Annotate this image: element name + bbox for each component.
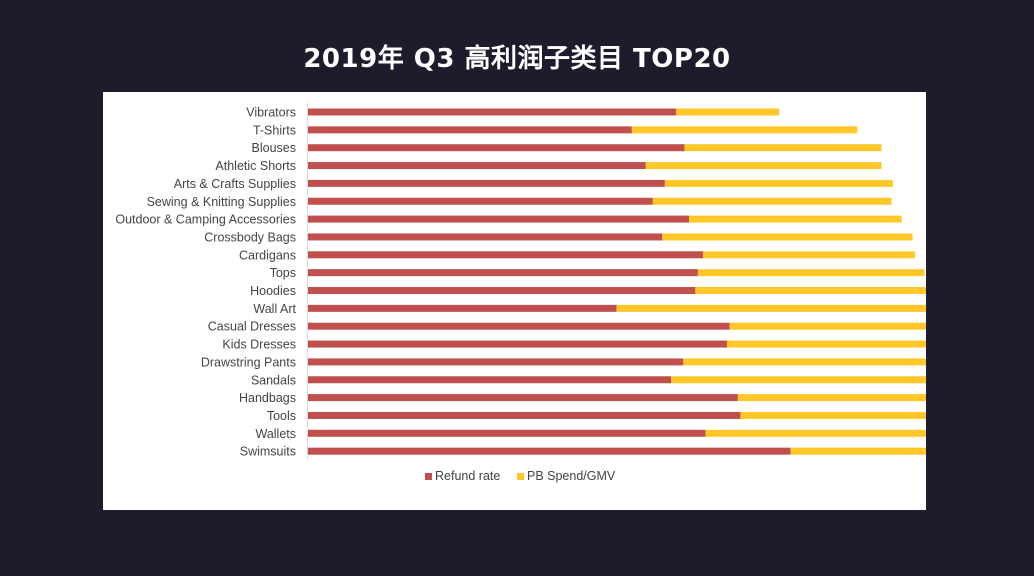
category-label: Wall Art [253,302,296,316]
category-label: Cardigans [239,248,296,262]
bar-segment-refund-rate [308,233,663,241]
bar-segment-refund-rate [308,304,617,312]
category-label: Tops [270,266,296,280]
category-label: Handbags [239,391,296,405]
bar-segment-pb-spend-gmv [664,179,893,187]
legend-swatch-pb-spend-gmv [517,473,524,480]
bar-segment-refund-rate [308,358,684,366]
bar-segment-refund-rate [308,251,703,259]
bar-segment-refund-rate [308,162,646,170]
bar-segment-pb-spend-gmv [684,144,882,152]
bar-segment-pb-spend-gmv [740,411,926,419]
category-label: Hoodies [250,284,296,298]
bar-segment-refund-rate [308,108,677,116]
category-label: Blouses [252,141,296,155]
legend-swatch-refund-rate [425,473,432,480]
chart-panel: Vibrators T-Shirts Blouses Athletic Shorts A… [103,92,926,510]
category-label: Outdoor & Camping Accessories [115,213,296,227]
stacked-bar-chart: Vibrators T-Shirts Blouses Athletic Shorts A… [115,103,926,483]
category-label: Tools [267,409,296,423]
bar-segment-refund-rate [308,197,653,205]
bar-segment-refund-rate [308,269,698,277]
bar-segment-refund-rate [308,215,689,223]
bar-segment-refund-rate [308,144,685,152]
bar-segment-pb-spend-gmv [671,376,926,384]
category-label: Athletic Shorts [215,159,296,173]
bar-segment-pb-spend-gmv [616,304,926,312]
legend-label: Refund rate [435,469,500,483]
category-label: Drawstring Pants [201,355,296,369]
category-label: Sandals [251,373,296,387]
category-label: Swimsuits [240,445,296,459]
bar-segment-refund-rate [308,429,706,437]
bar-segment-pb-spend-gmv [790,447,926,455]
category-label: Vibrators [246,106,296,120]
bar-segment-refund-rate [308,179,665,187]
bar-segment-refund-rate [308,287,696,294]
bar-segment-refund-rate [308,376,672,384]
bar-segment-refund-rate [308,447,791,455]
category-label: Wallets [255,427,296,441]
bar-segment-pb-spend-gmv [705,429,926,437]
bar-segment-pb-spend-gmv [702,251,916,259]
bar-segment-pb-spend-gmv [729,322,926,330]
category-label: Kids Dresses [222,338,296,352]
bar-segment-refund-rate [308,411,741,419]
legend-label: PB Spend/GMV [527,469,616,483]
bar-segment-pb-spend-gmv [727,340,926,348]
bar-segment-refund-rate [308,340,728,348]
bar-segment-pb-spend-gmv [697,269,925,277]
category-label: Arts & Crafts Supplies [174,177,296,191]
category-label: Sewing & Knitting Supplies [147,195,296,209]
bar-segment-pb-spend-gmv [695,287,926,294]
legend: Refund rate PB Spend/GMV [425,469,616,483]
category-label: Crossbody Bags [204,230,296,244]
bar-segment-pb-spend-gmv [662,233,913,241]
category-labels: Vibrators T-Shirts Blouses Athletic Shorts A… [115,106,296,459]
bar-segment-pb-spend-gmv [645,162,882,170]
category-label: Casual Dresses [208,320,296,334]
bar-segment-refund-rate [308,322,730,330]
category-label: T-Shirts [253,123,296,137]
bar-segment-pb-spend-gmv [652,197,892,205]
bar-segment-pb-spend-gmv [676,108,780,116]
bar-segment-pb-spend-gmv [737,394,926,402]
bar-segment-pb-spend-gmv [683,358,926,366]
bar-segment-refund-rate [308,126,632,134]
bar-segment-pb-spend-gmv [631,126,858,134]
bar-segment-refund-rate [308,394,738,402]
bars-layer [308,108,926,455]
bar-segment-pb-spend-gmv [689,215,902,223]
page-title: 2019年 Q3 高利润子类目 TOP20 [303,44,731,74]
